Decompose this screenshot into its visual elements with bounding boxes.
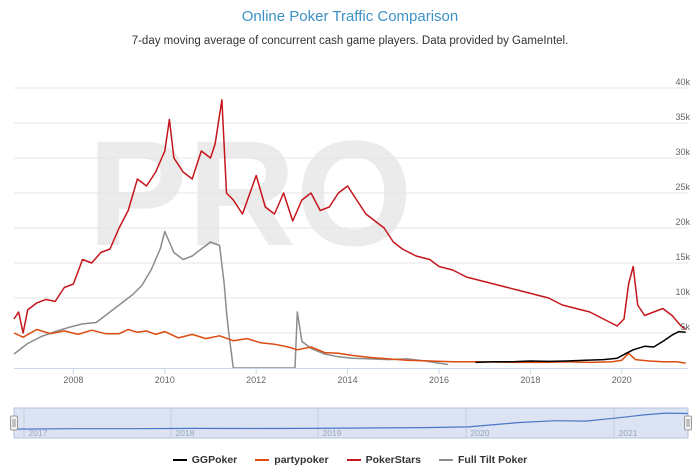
axes: 5k 10k 15k 20k 25k 30k 35k 40k 2008 2010 2012 2014 2… — [14, 77, 690, 385]
navigator-right-handle[interactable] — [684, 415, 692, 431]
x-tick-label: 2018 — [520, 375, 540, 385]
legend-item-pokerstars[interactable]: PokerStars — [346, 454, 422, 466]
y-tick-label: 35k — [675, 112, 690, 122]
chart-subtitle: 7-day moving average of concurrent cash … — [131, 35, 569, 47]
y-tick-label: 20k — [675, 217, 690, 227]
legend-swatch — [346, 459, 361, 461]
navigator-label: 2020 — [471, 428, 490, 438]
y-tick-label: 25k — [675, 182, 690, 192]
x-tick-label: 2014 — [338, 375, 358, 385]
legend-label: partypoker — [274, 454, 329, 466]
x-tick-label: 2016 — [429, 375, 449, 385]
series-line-pokerstars — [13, 99, 687, 334]
legend-label: PokerStars — [365, 454, 422, 466]
y-tick-label: 30k — [675, 147, 690, 157]
y-tick-label: 40k — [675, 77, 690, 87]
navigator-series — [13, 412, 689, 430]
x-tick-label: 2012 — [246, 375, 266, 385]
navigator[interactable]: 2017 2018 2019 2020 2021 — [10, 407, 692, 439]
series-lines — [13, 99, 687, 369]
x-tick-label: 2010 — [155, 375, 175, 385]
legend-label: GGPoker — [191, 454, 238, 466]
x-tick-label: 2020 — [612, 375, 632, 385]
legend-swatch — [172, 459, 187, 461]
y-tick-label: 10k — [675, 287, 690, 297]
grid-lines — [14, 87, 688, 334]
legend-label: Full Tilt Poker — [458, 454, 528, 466]
x-tick-label: 2008 — [63, 375, 83, 385]
navigator-label: 2018 — [176, 428, 195, 438]
navigator-label: 2017 — [29, 428, 48, 438]
legend: GGPoker partypoker PokerStars Full Tilt Pok… — [0, 452, 700, 466]
y-tick-label: 15k — [675, 252, 690, 262]
series-line-full-tilt-poker — [13, 230, 449, 369]
chart-title: Online Poker Traffic Comparison — [241, 8, 459, 25]
navigator-window — [13, 407, 689, 439]
navigator-left-handle[interactable] — [10, 415, 18, 431]
navigator-label: 2021 — [619, 428, 638, 438]
legend-swatch — [439, 459, 454, 461]
legend-swatch — [255, 459, 270, 461]
series-line-partypoker — [13, 328, 686, 364]
y-tick-label: 5k — [680, 322, 690, 332]
legend-item-ggpoker[interactable]: GGPoker — [172, 454, 238, 466]
navigator-label: 2019 — [323, 428, 342, 438]
legend-item-partypoker[interactable]: partypoker — [255, 454, 329, 466]
series-line-ggpoker — [475, 330, 686, 364]
legend-item-full-tilt-poker[interactable]: Full Tilt Poker — [439, 454, 527, 466]
